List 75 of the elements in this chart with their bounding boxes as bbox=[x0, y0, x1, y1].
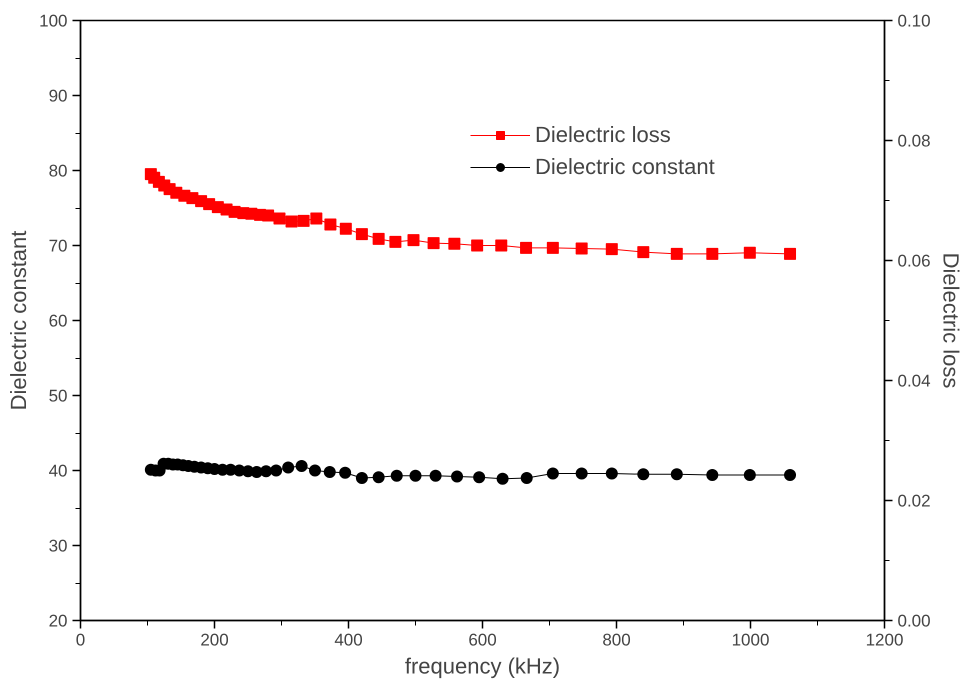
point bbox=[372, 471, 385, 484]
x-tick-label: 1200 bbox=[866, 630, 904, 650]
point bbox=[339, 466, 352, 479]
point bbox=[606, 468, 618, 480]
x-tick-label: 1000 bbox=[732, 630, 770, 650]
y-tick-label: 70 bbox=[48, 236, 68, 256]
point bbox=[496, 472, 509, 485]
y2-tick-label: 0.02 bbox=[898, 492, 931, 510]
x-tick-label: 400 bbox=[334, 630, 363, 650]
point bbox=[324, 466, 336, 478]
point bbox=[448, 238, 460, 250]
point bbox=[260, 465, 272, 478]
point bbox=[324, 218, 336, 230]
x-tick-label: 800 bbox=[602, 630, 631, 650]
point bbox=[428, 237, 440, 250]
point bbox=[389, 236, 402, 248]
point bbox=[473, 471, 486, 484]
point bbox=[286, 216, 298, 228]
point bbox=[273, 212, 286, 224]
point bbox=[356, 472, 368, 484]
point bbox=[407, 234, 420, 246]
point bbox=[298, 214, 310, 227]
x-tick-label: 200 bbox=[200, 630, 229, 650]
y2-tick-label: 0.00 bbox=[898, 612, 931, 630]
y-tick-label: 60 bbox=[48, 312, 68, 330]
point bbox=[784, 469, 796, 481]
point bbox=[282, 462, 294, 474]
point bbox=[495, 240, 508, 252]
point bbox=[430, 470, 442, 482]
y-tick-label: 20 bbox=[48, 612, 68, 630]
point bbox=[262, 210, 274, 222]
y2-axis-title: Dielectric loss bbox=[938, 252, 964, 388]
y-tick-label: 100 bbox=[39, 12, 68, 30]
y2-tick-label: 0.08 bbox=[898, 132, 931, 150]
point bbox=[356, 228, 368, 240]
point bbox=[706, 469, 718, 481]
y-tick-label: 40 bbox=[48, 462, 68, 480]
point bbox=[637, 246, 650, 258]
legend-label: Dielectric constant bbox=[535, 154, 715, 180]
point bbox=[706, 248, 718, 260]
point bbox=[451, 470, 464, 482]
y-tick-label: 30 bbox=[48, 536, 68, 556]
point bbox=[270, 464, 282, 476]
y2-tick-label: 0.10 bbox=[898, 12, 931, 30]
y-tick-label: 50 bbox=[48, 386, 68, 406]
legend-label: Dielectric loss bbox=[535, 122, 671, 148]
point bbox=[546, 242, 559, 254]
y-tick-label: 90 bbox=[48, 86, 68, 106]
point bbox=[637, 468, 650, 480]
x-axis-title: frequency (kHz) bbox=[404, 654, 560, 678]
point bbox=[310, 212, 322, 224]
point bbox=[372, 232, 385, 245]
point bbox=[309, 464, 321, 476]
point bbox=[784, 248, 796, 260]
point bbox=[410, 470, 422, 482]
point bbox=[390, 470, 403, 482]
point bbox=[576, 242, 588, 254]
y2-tick-label: 0.06 bbox=[898, 252, 931, 270]
point bbox=[744, 469, 756, 481]
point bbox=[670, 248, 683, 260]
point bbox=[340, 222, 352, 235]
x-tick-label: 0 bbox=[76, 630, 86, 650]
x-tick-label: 600 bbox=[468, 630, 497, 650]
point bbox=[606, 243, 618, 256]
point bbox=[670, 468, 683, 480]
y-axis-title: Dielectric constant bbox=[6, 230, 32, 410]
point bbox=[520, 242, 532, 254]
point bbox=[471, 240, 484, 252]
point bbox=[520, 472, 533, 484]
y2-tick-label: 0.04 bbox=[898, 372, 931, 390]
y-tick-label: 80 bbox=[48, 162, 68, 180]
point bbox=[744, 246, 756, 259]
point bbox=[576, 468, 588, 480]
point bbox=[296, 460, 308, 472]
point bbox=[546, 468, 559, 480]
